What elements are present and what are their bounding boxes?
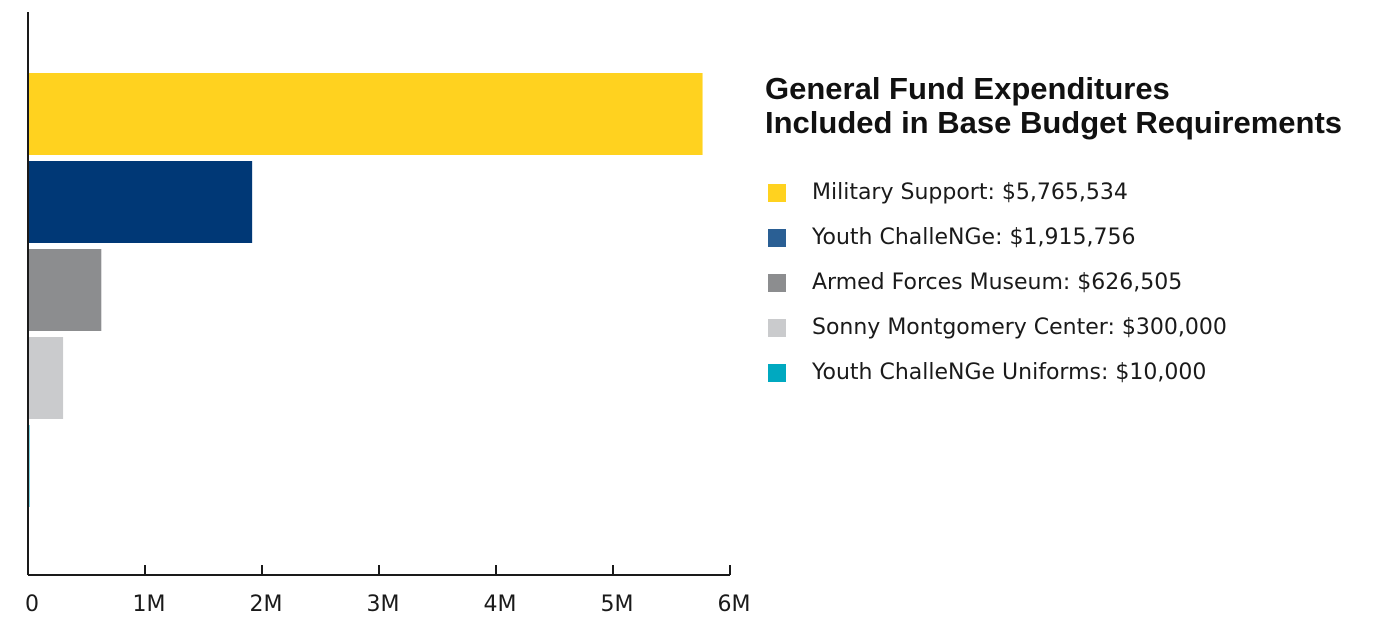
- bar-3: [28, 337, 64, 419]
- x-tick-label-4: 4M: [484, 592, 517, 617]
- bar-2: [28, 249, 102, 331]
- legend-swatch: [768, 228, 786, 247]
- legend-swatch: [768, 183, 786, 202]
- x-tick-label-0: 0: [25, 592, 39, 617]
- legend-item: Military Support: $5,765,534: [768, 170, 1378, 215]
- legend-swatch: [768, 363, 786, 382]
- x-tick-label-2: 2M: [250, 592, 283, 617]
- x-axis-ticks: 0 1M 2M 3M 4M 5M 6M: [25, 565, 750, 617]
- legend-label: Youth ChalleNGe Uniforms: $10,000: [812, 360, 1207, 385]
- bar-0: [28, 73, 703, 155]
- legend-swatch: [768, 273, 786, 292]
- x-tick-label-3: 3M: [367, 592, 400, 617]
- legend-swatch: [768, 318, 786, 337]
- legend-label: Military Support: $5,765,534: [812, 180, 1128, 205]
- chart-title: General Fund Expenditures: [765, 71, 1170, 106]
- x-tick-label-6: 6M: [718, 592, 751, 617]
- legend-label: Armed Forces Museum: $626,505: [812, 270, 1183, 295]
- legend-item: Youth ChalleNGe Uniforms: $10,000: [768, 350, 1378, 395]
- chart-subtitle: Included in Base Budget Requirements: [765, 105, 1343, 140]
- legend-label: Youth ChalleNGe: $1,915,756: [812, 225, 1136, 250]
- x-tick-label-5: 5M: [601, 592, 634, 617]
- bar-1: [28, 161, 253, 243]
- legend-item: Armed Forces Museum: $626,505: [768, 260, 1378, 305]
- x-tick-label-1: 1M: [133, 592, 166, 617]
- chart-title-block: General Fund Expenditures Included in Ba…: [765, 72, 1375, 140]
- legend: Military Support: $5,765,534 Youth Challe…: [768, 170, 1378, 395]
- bars-group: [28, 73, 703, 507]
- legend-item: Sonny Montgomery Center: $300,000: [768, 305, 1378, 350]
- legend-label: Sonny Montgomery Center: $300,000: [812, 315, 1227, 340]
- legend-item: Youth ChalleNGe: $1,915,756: [768, 215, 1378, 260]
